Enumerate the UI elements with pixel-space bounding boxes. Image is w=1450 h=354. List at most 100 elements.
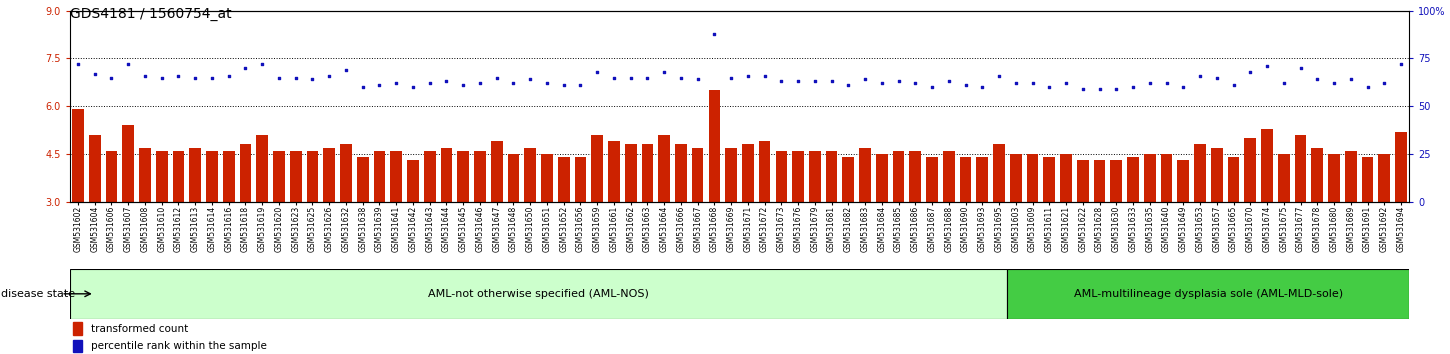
Point <box>1389 61 1412 67</box>
Bar <box>239 144 251 202</box>
Bar <box>72 322 83 335</box>
Bar <box>122 125 133 202</box>
Bar <box>106 151 117 202</box>
Point <box>1105 86 1128 92</box>
Point <box>284 75 307 80</box>
Point <box>519 76 542 82</box>
Point <box>486 75 509 80</box>
Bar <box>1228 157 1240 202</box>
Bar <box>257 135 268 202</box>
Bar <box>1346 151 1357 202</box>
Point <box>83 71 106 76</box>
Point <box>619 75 642 80</box>
Bar <box>1127 157 1138 202</box>
Point <box>770 79 793 84</box>
Point <box>200 75 223 80</box>
Bar <box>893 151 905 202</box>
Bar <box>592 135 603 202</box>
Bar <box>341 144 352 202</box>
Bar <box>876 154 887 202</box>
Bar <box>1160 154 1173 202</box>
Point <box>552 82 576 88</box>
Point <box>1054 80 1077 86</box>
Point <box>468 80 492 86</box>
Bar <box>1295 135 1306 202</box>
Bar <box>976 157 989 202</box>
Bar <box>374 151 386 202</box>
Bar <box>742 144 754 202</box>
Bar <box>558 157 570 202</box>
Bar <box>72 109 84 202</box>
Bar <box>423 151 435 202</box>
Point <box>870 80 893 86</box>
Bar <box>927 157 938 202</box>
Text: AML-not otherwise specified (AML-NOS): AML-not otherwise specified (AML-NOS) <box>428 289 650 299</box>
Bar <box>1093 160 1105 202</box>
Point <box>837 82 860 88</box>
Bar <box>641 144 654 202</box>
Bar <box>525 148 536 202</box>
Bar <box>1144 154 1156 202</box>
Bar <box>692 148 703 202</box>
Bar <box>1395 132 1406 202</box>
Point <box>602 75 625 80</box>
Bar <box>206 151 218 202</box>
Point <box>116 61 139 67</box>
Point <box>251 61 274 67</box>
Point <box>652 69 676 75</box>
Point <box>1289 65 1312 71</box>
Bar <box>70 269 1008 319</box>
Point <box>418 80 441 86</box>
Bar <box>1027 154 1038 202</box>
Point <box>703 31 726 36</box>
Point <box>903 80 927 86</box>
Point <box>67 61 90 67</box>
Bar <box>88 135 100 202</box>
Point <box>719 75 742 80</box>
Point <box>335 67 358 73</box>
Point <box>1305 76 1328 82</box>
Bar <box>809 151 821 202</box>
Bar <box>942 151 954 202</box>
Bar <box>860 148 871 202</box>
Bar <box>190 148 202 202</box>
Bar <box>441 148 452 202</box>
Bar <box>323 148 335 202</box>
Bar <box>608 141 619 202</box>
Text: transformed count: transformed count <box>91 324 188 333</box>
Point <box>267 75 290 80</box>
Point <box>1205 75 1228 80</box>
Point <box>1272 80 1295 86</box>
Point <box>1356 84 1379 90</box>
Point <box>821 79 844 84</box>
Point <box>1121 84 1144 90</box>
Bar <box>1195 144 1206 202</box>
Point <box>1322 80 1346 86</box>
Point <box>887 79 911 84</box>
Point <box>786 79 809 84</box>
Point <box>1189 73 1212 79</box>
Bar <box>658 135 670 202</box>
Bar <box>909 151 921 202</box>
Point <box>318 73 341 79</box>
Point <box>1340 76 1363 82</box>
Point <box>987 73 1011 79</box>
Bar <box>72 340 83 352</box>
Bar <box>139 148 151 202</box>
Point <box>1005 80 1028 86</box>
Bar <box>273 151 284 202</box>
Point <box>970 84 993 90</box>
Point <box>670 75 693 80</box>
Point <box>300 76 323 82</box>
Bar <box>507 154 519 202</box>
Point <box>1256 63 1279 69</box>
Bar <box>1211 148 1222 202</box>
Point <box>586 69 609 75</box>
Point <box>1021 80 1044 86</box>
Point <box>737 73 760 79</box>
Point <box>1156 80 1179 86</box>
Bar <box>792 151 803 202</box>
Point <box>1238 69 1262 75</box>
Point <box>954 82 977 88</box>
Bar <box>223 151 235 202</box>
